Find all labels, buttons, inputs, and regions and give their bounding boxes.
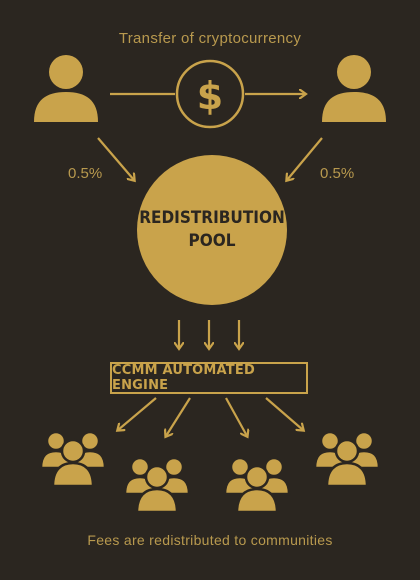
- redistribution-pool: REDISTRIBUTION POOL: [137, 155, 287, 305]
- receiver-user-icon: [322, 55, 386, 122]
- fee-label-right: 0.5%: [320, 165, 355, 182]
- currency-symbol: $: [197, 74, 223, 118]
- distribution-arrow-2: [166, 397, 191, 436]
- fee-label-left: 0.5%: [68, 165, 103, 182]
- engine-label: CCMM AUTOMATED ENGINE: [112, 363, 255, 393]
- fee-arrow-right: [287, 137, 323, 180]
- distribution-arrow-3: [225, 397, 247, 436]
- pool-label-line2: POOL: [188, 231, 236, 251]
- transfer-caption: Transfer of cryptocurrency: [118, 30, 302, 47]
- community-group-icon-1: [39, 430, 107, 488]
- distribution-arrow-4: [265, 397, 303, 430]
- community-group-icon-3: [223, 456, 291, 514]
- sender-user-icon: [34, 55, 98, 122]
- fee-arrow-left: [97, 137, 134, 180]
- community-group-icon-4: [313, 430, 381, 488]
- distribution-arrow-1: [118, 397, 157, 430]
- community-group-icon-2: [123, 456, 191, 514]
- automated-engine-box: CCMM AUTOMATED ENGINE: [110, 362, 308, 394]
- redistribution-caption: Fees are redistributed to communities: [87, 532, 333, 548]
- pool-label-line1: REDISTRIBUTION: [139, 208, 285, 229]
- dollar-coin-icon: $: [175, 59, 245, 129]
